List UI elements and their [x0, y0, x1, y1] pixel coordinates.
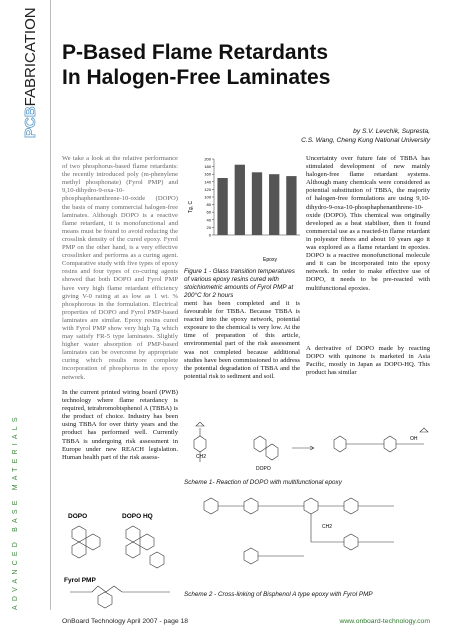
label: DOPO	[68, 513, 87, 520]
paragraph: ment has been completed and it is favour…	[184, 300, 300, 380]
brand: PCBFABRICATION	[22, 7, 40, 138]
bar	[251, 172, 263, 235]
label: DOPO HQ	[122, 513, 153, 520]
x-axis-label: Epoxy	[263, 257, 277, 263]
structure-drawing	[70, 525, 170, 609]
label: CH2	[322, 524, 332, 530]
y-tick-label: 100	[204, 195, 211, 200]
y-tick-label: 200	[204, 157, 211, 162]
paragraph: Uncertainty over future fate of TBBA has…	[306, 155, 430, 292]
bar	[217, 178, 228, 235]
scheme-caption: Scheme 2 - Cross-linking of Bisphenol A …	[184, 591, 373, 598]
y-tick-label: 20	[207, 225, 212, 230]
y-tick-label: 140	[204, 179, 211, 184]
brand-b: FABRICATION	[22, 7, 39, 107]
structures: DOPO DOPO HQ Fyrol PMP	[64, 513, 170, 609]
bar	[269, 174, 280, 235]
paragraph: A derivative of DOPO made by reacting DO…	[306, 345, 430, 377]
y-tick-label: 40	[207, 217, 212, 222]
paragraph: In the current printed wiring board (PWB…	[62, 389, 178, 461]
scheme-caption: Scheme 1- Reaction of DOPO with multifun…	[184, 479, 342, 486]
abstract: We take a look at the relative performan…	[62, 155, 178, 381]
y-tick-label: 80	[207, 202, 212, 207]
footer-left: OnBoard Technology April 2007 - page 18	[62, 618, 189, 625]
schemes: CH2 DOPO OH CH2	[193, 422, 429, 565]
y-axis-label: Tg, C	[188, 201, 194, 214]
brand-a: PCB	[22, 106, 40, 138]
figure: Tg, C Epoxy 0 20 40 60 80 100 120 140 160 180 200	[188, 157, 300, 263]
y-tick-label: 120	[204, 187, 211, 192]
y-tick-label: 0	[209, 233, 212, 238]
byline-1: by S.V. Levchik, Supresta,	[353, 128, 430, 135]
footer-right: www.onboard-technology.com	[339, 618, 430, 625]
y-tick-label: 60	[207, 210, 212, 215]
label: DOPO	[256, 466, 271, 472]
sidebar-rule	[50, 0, 51, 610]
label: OH	[410, 436, 418, 442]
label: Fyrol PMP	[64, 577, 96, 584]
title-2: In Halogen-Free Laminates	[62, 66, 331, 89]
figure-caption: Figure 1 - Glass transition temperatures…	[184, 268, 295, 299]
bar	[286, 176, 297, 235]
label: CH2	[196, 454, 206, 460]
section-label: ADVANCED BASE MATERIALS	[12, 413, 19, 610]
bar	[234, 164, 245, 235]
y-tick-label: 180	[204, 164, 211, 169]
scheme-drawing	[193, 422, 429, 565]
y-tick-label: 160	[204, 172, 211, 177]
byline-2: C.S. Wang, Cheng Kung National Universit…	[301, 137, 430, 144]
title-1: P-Based Flame Retardants	[62, 41, 329, 64]
